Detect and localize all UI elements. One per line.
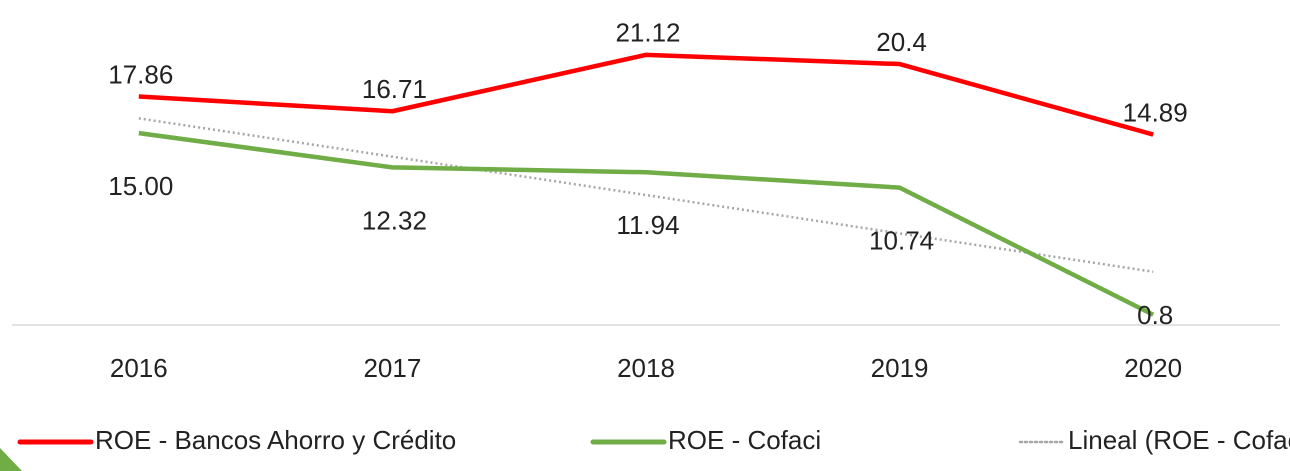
corner-decoration — [0, 448, 22, 471]
data-label: 21.12 — [615, 18, 680, 48]
legend-label: ROE - Cofaci — [668, 425, 821, 455]
x-tick-label: 2020 — [1124, 353, 1182, 383]
x-tick-label: 2018 — [617, 353, 675, 383]
series-line — [138, 52, 1154, 137]
x-tick-label: 2016 — [110, 353, 168, 383]
data-label: 11.94 — [616, 210, 679, 240]
legend-label: Lineal (ROE - Cofaci) — [1068, 425, 1290, 455]
data-label: 0.8 — [1137, 300, 1173, 330]
trend-line — [138, 117, 1154, 273]
data-label: 20.4 — [876, 27, 927, 57]
data-label: 16.71 — [362, 74, 427, 104]
data-label: 10.74 — [869, 225, 934, 255]
data-label: 12.32 — [362, 205, 427, 235]
data-label: 17.86 — [108, 59, 173, 89]
data-label: 14.89 — [1123, 97, 1188, 127]
x-tick-label: 2019 — [871, 353, 929, 383]
series-line — [138, 130, 1155, 317]
data-label: 15.00 — [108, 171, 173, 201]
legend-label: ROE - Bancos Ahorro y Crédito — [95, 425, 456, 455]
x-tick-label: 2017 — [363, 353, 421, 383]
